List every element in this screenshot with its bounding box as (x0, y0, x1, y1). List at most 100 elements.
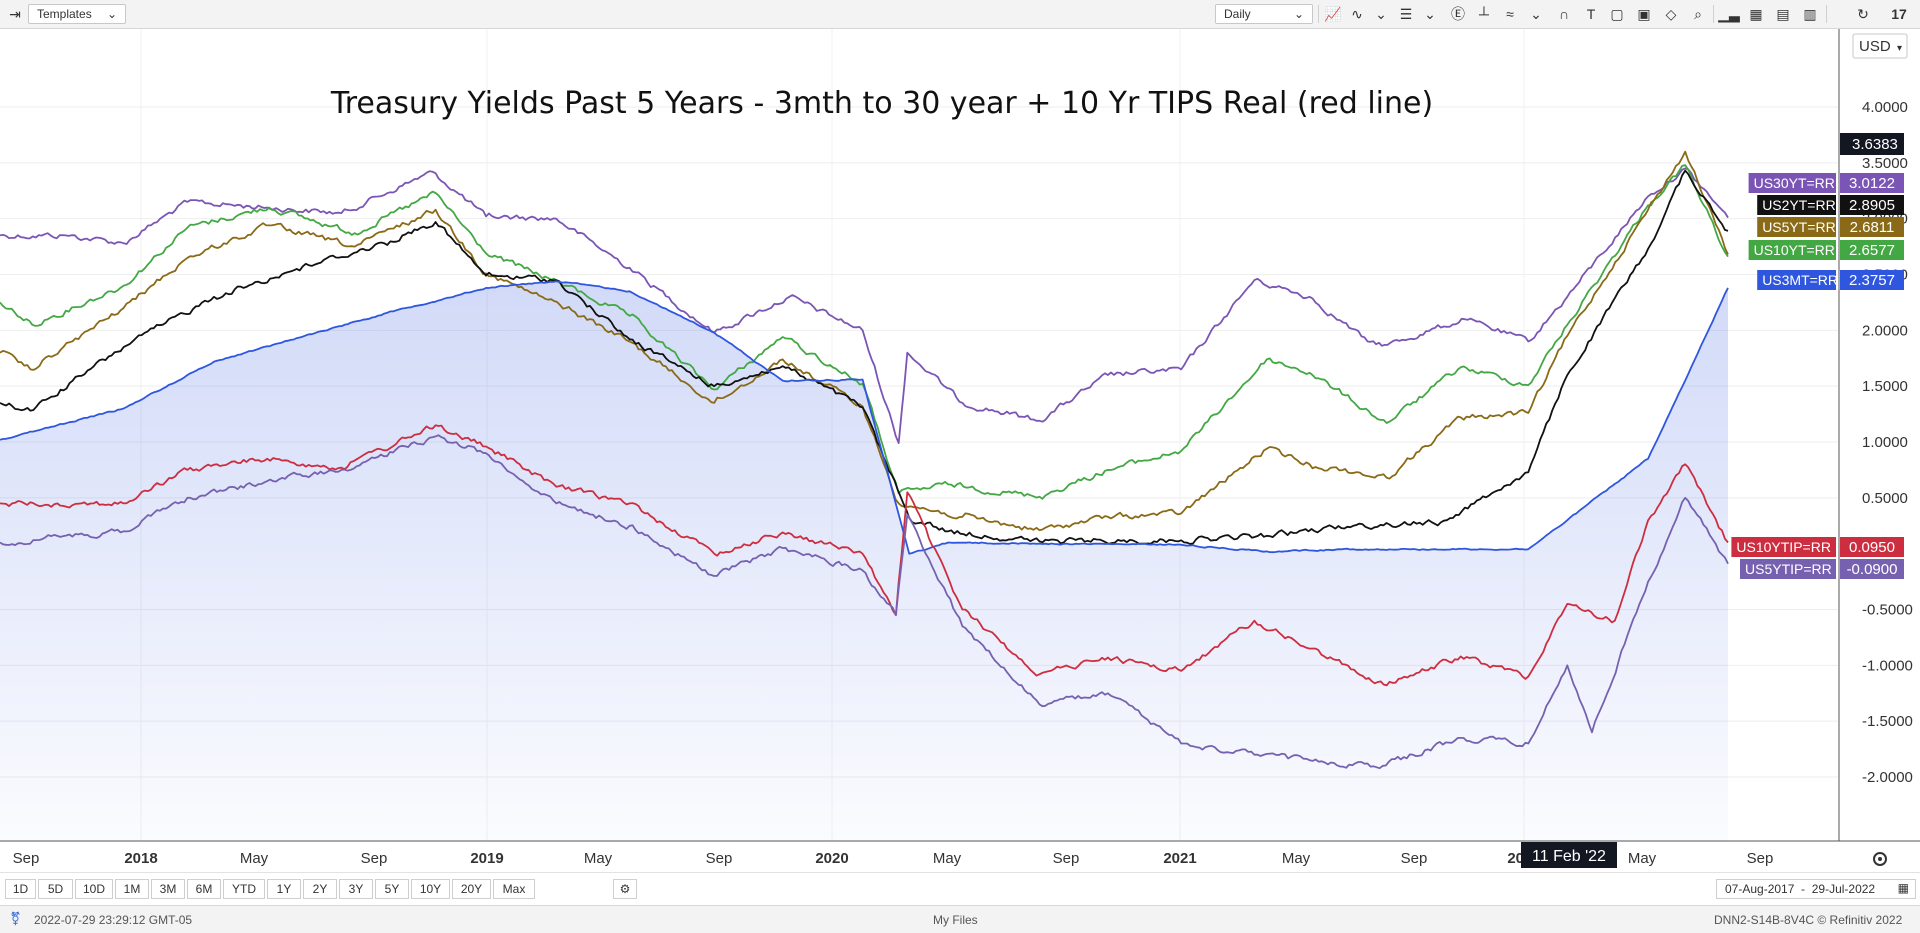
range-button-10y[interactable]: 10Y (411, 879, 450, 899)
refresh-icon[interactable]: ↻ (1857, 5, 1869, 22)
series-tag-value: 2.3757 (1849, 272, 1895, 289)
templates-label: Templates (37, 7, 92, 21)
x-tick-label: Sep (1747, 850, 1774, 867)
range-button-1m[interactable]: 1M (115, 879, 149, 899)
magnet-icon[interactable]: ∩ (1558, 6, 1570, 22)
series-area-us3mt-rr (0, 281, 1728, 841)
chevron-down-icon[interactable]: ⌄ (1424, 5, 1436, 22)
chart-title: Treasury Yields Past 5 Years - 3mth to 3… (330, 86, 1433, 121)
chevron-down-icon[interactable]: ⌄ (1375, 5, 1387, 22)
range-button-1d[interactable]: 1D (5, 879, 36, 899)
crosshair-price-label: 3.6383 (1852, 136, 1898, 153)
chart-type-icon[interactable]: 📈 (1324, 5, 1342, 22)
y-tick-label: -2.0000 (1862, 769, 1913, 786)
crosshair-price-tag: 3.6383 (1840, 133, 1904, 155)
settings-gear-icon[interactable] (1873, 852, 1887, 866)
y-tick-label: -1.0000 (1862, 657, 1913, 674)
range-settings-gear-icon[interactable]: ⚙ (613, 879, 637, 899)
status-bar: ⚧ 2022-07-29 23:29:12 GMT-05 My Files DN… (0, 905, 1920, 933)
range-button-max[interactable]: Max (493, 879, 535, 899)
templates-dropdown[interactable]: Templates ⌄ (28, 4, 126, 24)
series-line-us30yt-rr (0, 167, 1729, 444)
currency-label: USD (1859, 38, 1891, 55)
x-tick-label: 2018 (124, 850, 157, 867)
range-button-3y[interactable]: 3Y (339, 879, 373, 899)
range-button-3m[interactable]: 3M (151, 879, 185, 899)
y-tick-label: -0.5000 (1862, 602, 1913, 619)
series-tag-us10yt-rr: US10YT=RR 2.6577 (1748, 240, 1904, 260)
area-fill-layer (0, 281, 1728, 841)
crosshair-date-marker: 11 Feb '22 (1521, 842, 1617, 868)
event-icon[interactable]: Ⓔ (1451, 6, 1465, 22)
range-button-1y[interactable]: 1Y (267, 879, 301, 899)
series-tag-name: US10YTIP=RR (1736, 539, 1831, 555)
toolbar-divider (1318, 5, 1319, 23)
series-tag-us2yt-rr: US2YT=RR 2.8905 (1757, 195, 1904, 215)
series-tag-us10ytip-rr: US10YTIP=RR 0.0950 (1731, 537, 1904, 557)
series-line-us3mt-rr (0, 280, 1729, 555)
range-button-10d[interactable]: 10D (75, 879, 113, 899)
indicator-icon[interactable]: ∿ (1351, 5, 1363, 22)
logo-icon: ⚧ (10, 911, 21, 926)
sidebar-toggle-icon[interactable]: ⇥ (9, 5, 21, 22)
date-range-label: 07-Aug-2017 - 29-Jul-2022 (1725, 882, 1876, 896)
series-line-us5ytip-rr (0, 434, 1729, 770)
range-button-5y[interactable]: 5Y (375, 879, 409, 899)
x-tick-label: Sep (1401, 850, 1428, 867)
drawing-icon[interactable]: ≈ (1506, 6, 1514, 22)
series-tag-value: 2.8905 (1849, 197, 1895, 214)
status-footer: DNN2-S14B-8V4C © Refinitiv 2022 (1714, 913, 1903, 927)
interval-dropdown[interactable]: Daily ⌄ (1215, 4, 1313, 24)
crosshair-icon[interactable]: ┴ (1479, 6, 1489, 22)
date-range-picker[interactable]: 07-Aug-2017 - 29-Jul-2022 ▦ (1716, 879, 1916, 899)
lines-icon[interactable]: ☰ (1399, 5, 1413, 22)
chevron-down-icon: ⌄ (1293, 7, 1304, 21)
range-button-6m[interactable]: 6M (187, 879, 221, 899)
text-icon[interactable]: T (1586, 6, 1596, 22)
series-tag-us3mt-rr: US3MT=RR 2.3757 (1757, 270, 1904, 290)
tradingview-logo-icon: 17 (1891, 6, 1907, 22)
series-tag-name: US2YT=RR (1762, 197, 1836, 213)
chevron-down-icon: ⌄ (106, 7, 117, 21)
x-tick-label: 2021 (1163, 850, 1196, 867)
range-button-2y[interactable]: 2Y (303, 879, 337, 899)
x-tick-label: May (1628, 850, 1657, 867)
series-tag-name: US10YT=RR (1754, 242, 1835, 258)
time-axis[interactable]: Sep 2018 May Sep 2019 May Sep 2020 May Sep 2021 May… (13, 842, 1774, 868)
series-lines-layer (0, 150, 1729, 770)
export-icon[interactable]: ▥ (1803, 5, 1817, 22)
series-line-us2yt-rr (0, 169, 1729, 545)
x-tick-label: May (584, 850, 613, 867)
x-tick-label: Sep (13, 850, 40, 867)
rectangle-icon[interactable]: ▢ (1610, 5, 1624, 22)
series-tag-value: 0.0950 (1849, 539, 1895, 556)
series-tag-us5ytip-rr: US5YTIP=RR -0.0900 (1740, 559, 1904, 579)
y-tick-label: 4.0000 (1862, 99, 1908, 116)
x-tick-label: 2020 (815, 850, 848, 867)
y-tick-label: 1.0000 (1862, 434, 1908, 451)
chart-area[interactable]: Treasury Yields Past 5 Years - 3mth to 3… (0, 29, 1920, 872)
toolbar-divider (1713, 5, 1714, 23)
series-tag-value: 2.6811 (1850, 219, 1895, 236)
zoom-icon[interactable]: ⌕ (1694, 5, 1702, 22)
y-tick-label: 0.5000 (1862, 490, 1908, 507)
save-icon[interactable]: ▤ (1776, 5, 1790, 22)
y-tick-label: -1.5000 (1862, 713, 1913, 730)
series-tag-value: 2.6577 (1849, 242, 1895, 259)
series-tag-name: US3MT=RR (1762, 272, 1838, 288)
table-icon[interactable]: ▦ (1749, 5, 1763, 22)
currency-dropdown[interactable]: USD ▾ (1852, 33, 1908, 59)
my-files-link[interactable]: My Files (933, 913, 978, 927)
x-tick-label: Sep (706, 850, 733, 867)
range-button-ytd[interactable]: YTD (223, 879, 265, 899)
range-button-20y[interactable]: 20Y (452, 879, 491, 899)
x-tick-label: May (240, 850, 269, 867)
annotation-icon[interactable]: ▣ (1637, 5, 1651, 22)
series-line-us10ytip-rr (0, 424, 1729, 687)
x-tick-label: May (933, 850, 962, 867)
shape-icon[interactable]: ◇ (1665, 5, 1677, 22)
y-tick-label: 1.5000 (1862, 378, 1908, 395)
chevron-down-icon[interactable]: ⌄ (1530, 5, 1542, 22)
range-button-5d[interactable]: 5D (38, 879, 73, 899)
chart-icon[interactable]: ▁▃ (1718, 5, 1740, 22)
